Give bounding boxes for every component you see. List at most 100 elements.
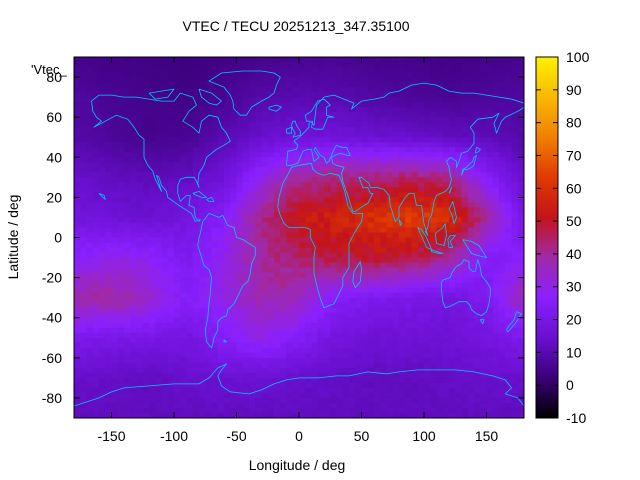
heatmap-cell bbox=[436, 397, 444, 404]
heatmap-cell bbox=[192, 182, 200, 188]
heatmap-cell bbox=[342, 367, 350, 374]
heatmap-cell bbox=[136, 352, 144, 359]
heatmap-cell bbox=[305, 352, 313, 359]
heatmap-cell bbox=[199, 367, 206, 374]
heatmap-cell bbox=[449, 197, 456, 203]
heatmap-cell bbox=[205, 77, 213, 83]
heatmap-cell bbox=[211, 327, 219, 334]
heatmap-cell bbox=[317, 247, 325, 254]
heatmap-cell bbox=[224, 187, 231, 193]
heatmap-cell bbox=[349, 267, 356, 274]
heatmap-cell bbox=[436, 307, 444, 314]
heatmap-cell bbox=[336, 292, 344, 299]
heatmap-cell bbox=[149, 242, 156, 249]
heatmap-cell bbox=[174, 147, 181, 153]
heatmap-cell bbox=[274, 92, 281, 98]
heatmap-cell bbox=[392, 287, 400, 294]
heatmap-cell bbox=[92, 272, 100, 279]
heatmap-cell bbox=[467, 77, 475, 83]
heatmap-cell bbox=[330, 187, 338, 193]
heatmap-cell bbox=[324, 317, 331, 324]
heatmap-cell bbox=[167, 127, 175, 133]
heatmap-cell bbox=[92, 107, 100, 113]
heatmap-cell bbox=[411, 342, 419, 349]
heatmap-cell bbox=[380, 322, 388, 329]
heatmap-cell bbox=[167, 217, 175, 224]
heatmap-cell bbox=[399, 137, 406, 143]
heatmap-cell bbox=[505, 267, 513, 274]
heatmap-cell bbox=[211, 372, 219, 379]
heatmap-cell bbox=[505, 257, 513, 264]
heatmap-cell bbox=[511, 347, 519, 354]
heatmap-cell bbox=[286, 117, 294, 123]
heatmap-cell bbox=[336, 187, 344, 193]
heatmap-cell bbox=[424, 62, 431, 68]
heatmap-cell bbox=[367, 197, 375, 203]
heatmap-cell bbox=[442, 272, 450, 279]
heatmap-cell bbox=[161, 187, 169, 193]
heatmap-cell bbox=[330, 57, 338, 63]
heatmap-cell bbox=[399, 397, 406, 404]
heatmap-cell bbox=[180, 127, 188, 133]
heatmap-cell bbox=[511, 292, 519, 299]
heatmap-cell bbox=[499, 277, 506, 284]
heatmap-cell bbox=[155, 67, 163, 73]
heatmap-cell bbox=[217, 397, 225, 404]
heatmap-cell bbox=[492, 202, 500, 209]
heatmap-cell bbox=[286, 72, 294, 78]
heatmap-cell bbox=[217, 237, 225, 244]
heatmap-cell bbox=[436, 347, 444, 354]
heatmap-cell bbox=[192, 112, 200, 118]
heatmap-cell bbox=[111, 307, 119, 314]
heatmap-cell bbox=[517, 232, 524, 239]
heatmap-cell bbox=[74, 157, 81, 163]
heatmap-cell bbox=[186, 202, 194, 209]
heatmap-cell bbox=[286, 277, 294, 284]
heatmap-cell bbox=[80, 277, 88, 284]
heatmap-cell bbox=[155, 237, 163, 244]
heatmap-cell bbox=[92, 282, 100, 289]
heatmap-cell bbox=[417, 307, 425, 314]
heatmap-cell bbox=[367, 112, 375, 118]
heatmap-cell bbox=[499, 132, 506, 138]
heatmap-cell bbox=[249, 257, 256, 264]
heatmap-cell bbox=[86, 247, 94, 254]
heatmap-cell bbox=[199, 387, 206, 394]
heatmap-cell bbox=[286, 232, 294, 239]
heatmap-cell bbox=[517, 257, 524, 264]
heatmap-cell bbox=[474, 162, 481, 168]
heatmap-cell bbox=[286, 152, 294, 158]
heatmap-cell bbox=[217, 122, 225, 128]
heatmap-cell bbox=[449, 177, 456, 183]
heatmap-cell bbox=[105, 112, 113, 118]
heatmap-cell bbox=[492, 212, 500, 219]
heatmap-cell bbox=[92, 247, 100, 254]
heatmap-cell bbox=[192, 247, 200, 254]
heatmap-cell bbox=[499, 217, 506, 224]
heatmap-cell bbox=[174, 387, 181, 394]
heatmap-cell bbox=[292, 67, 300, 73]
heatmap-cell bbox=[442, 102, 450, 108]
heatmap-cell bbox=[336, 207, 344, 214]
heatmap-cell bbox=[99, 112, 106, 118]
heatmap-cell bbox=[311, 392, 319, 399]
heatmap-cell bbox=[299, 62, 306, 68]
heatmap-cell bbox=[124, 312, 131, 319]
heatmap-cell bbox=[517, 172, 524, 178]
heatmap-cell bbox=[349, 357, 356, 364]
heatmap-cell bbox=[292, 157, 300, 163]
heatmap-cell bbox=[467, 242, 475, 249]
heatmap-cell bbox=[180, 202, 188, 209]
heatmap-cell bbox=[167, 192, 175, 198]
heatmap-cell bbox=[111, 97, 119, 103]
heatmap-cell bbox=[249, 212, 256, 219]
heatmap-cell bbox=[217, 197, 225, 203]
heatmap-cell bbox=[317, 107, 325, 113]
heatmap-cell bbox=[199, 152, 206, 158]
heatmap-cell bbox=[380, 237, 388, 244]
heatmap-cell bbox=[511, 282, 519, 289]
heatmap-cell bbox=[405, 212, 413, 219]
heatmap-cell bbox=[474, 372, 481, 379]
heatmap-cell bbox=[292, 62, 300, 68]
heatmap-cell bbox=[492, 137, 500, 143]
